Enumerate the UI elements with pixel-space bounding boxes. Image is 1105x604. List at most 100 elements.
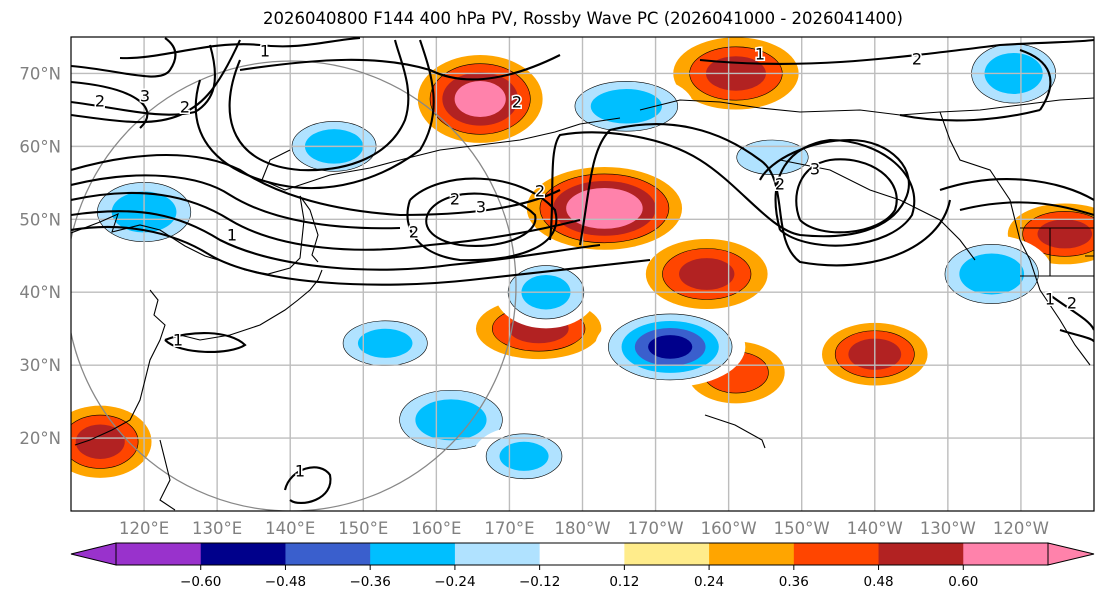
coastline xyxy=(1020,227,1094,277)
anomaly-level-0.6 xyxy=(579,194,630,222)
anomaly-level-0.36 xyxy=(590,89,662,124)
coastline xyxy=(179,269,323,341)
x-tick-label: 150°E xyxy=(338,519,388,538)
contour-label: 2 xyxy=(912,50,922,69)
x-axis-ticks: 120°E 130°E 140°E 150°E 160°E 170°E 180°W 170°W… xyxy=(119,519,1049,538)
colorbar-outline xyxy=(115,542,1049,566)
anomaly-level-0.36 xyxy=(499,441,549,471)
pv-contour-line xyxy=(119,37,361,60)
colorbar-segment xyxy=(793,543,880,565)
x-tick-label: 160°E xyxy=(411,519,461,538)
contour-label: 3 xyxy=(140,87,150,106)
pv-contour-line xyxy=(194,39,435,190)
colorbar-segment xyxy=(624,543,710,565)
x-tick-label: 170°E xyxy=(484,519,534,538)
pv-contour-line xyxy=(899,49,1052,122)
x-tick-label: 150°W xyxy=(774,519,830,538)
y-tick-label: 70°N xyxy=(19,64,61,83)
anomaly-negative xyxy=(595,306,746,388)
anomaly-negative xyxy=(930,235,1053,313)
pv-contour-line xyxy=(939,178,1094,217)
anomaly-positive xyxy=(71,405,152,478)
colorbar-tick-label: 0.60 xyxy=(948,574,978,590)
anomaly-level-0.36 xyxy=(415,399,487,441)
contour-label: 1 xyxy=(227,226,237,245)
anomaly-level-0.24 xyxy=(736,139,809,175)
contour-label: 3 xyxy=(810,160,820,179)
colorbar-extend-max xyxy=(1047,542,1095,566)
anomaly-level-0.36 xyxy=(1037,219,1093,249)
pv-contour-line xyxy=(71,210,601,271)
pv-contour-line xyxy=(795,158,898,234)
pv-contour-line xyxy=(71,37,177,78)
contour-label: 1 xyxy=(1045,290,1055,309)
contour-label: 2 xyxy=(180,98,190,117)
pv-contour-line xyxy=(425,192,537,247)
anomaly-negative xyxy=(328,312,443,374)
colorbar-tick-label: 0.24 xyxy=(694,574,724,590)
y-axis-ticks: 70°N 60°N 50°N 40°N 30°N 20°N xyxy=(19,64,61,448)
anomaly-negative xyxy=(559,73,694,139)
y-tick-label: 30°N xyxy=(19,356,61,375)
colorbar-tick-label: 0.12 xyxy=(609,574,639,590)
x-tick-label: 170°W xyxy=(628,519,684,538)
colorbar-segment xyxy=(370,543,456,565)
coastline xyxy=(299,195,319,263)
map-frame xyxy=(70,36,1095,512)
contour-label: 1 xyxy=(173,331,183,350)
contour-label: 2 xyxy=(1067,294,1077,313)
colorbar: −0.60 −0.48 −0.36 −0.24 −0.12 0.12 0.24 0.36 0.4… xyxy=(70,542,1095,590)
pv-contour-line xyxy=(699,38,1094,66)
contour-label: 2 xyxy=(775,175,785,194)
contour-label: 3 xyxy=(476,198,486,217)
x-tick-label: 140°W xyxy=(847,519,903,538)
x-tick-label: 140°E xyxy=(265,519,315,538)
x-tick-label: 120°W xyxy=(993,519,1049,538)
pv-contour-line xyxy=(283,466,332,505)
highlight-circle xyxy=(71,60,517,511)
y-tick-label: 40°N xyxy=(19,283,61,302)
contour-label: 2 xyxy=(450,190,460,209)
colorbar-tick-label: −0.12 xyxy=(519,574,560,590)
x-tick-label: 160°W xyxy=(701,519,757,538)
coastline xyxy=(639,97,1094,116)
anomaly-level-0.36 xyxy=(357,328,413,358)
pv-contour-line xyxy=(774,138,916,247)
anomaly-level-0.36 xyxy=(75,424,125,459)
anomaly-negative xyxy=(718,131,827,184)
chart-title: 2026040800 F144 400 hPa PV, Rossby Wave … xyxy=(263,9,903,28)
gridlines xyxy=(71,37,1094,511)
colorbar-segment xyxy=(539,543,625,565)
pv-contour-line xyxy=(71,174,401,230)
coastline xyxy=(71,195,305,275)
pv-contour-line xyxy=(71,191,581,251)
contour-label: 1 xyxy=(295,462,305,481)
colorbar-tick-label: −0.24 xyxy=(434,574,475,590)
coastlines xyxy=(71,97,1094,511)
pv-contour-line xyxy=(71,39,241,124)
pv-contour-line xyxy=(239,54,561,81)
colorbar-extend-min xyxy=(70,542,117,566)
coastline xyxy=(779,159,976,261)
pv-contour-line xyxy=(406,177,558,262)
y-tick-label: 20°N xyxy=(19,429,61,448)
coastline xyxy=(159,439,176,511)
contour-label: 2 xyxy=(95,92,105,111)
coastline xyxy=(939,111,1091,366)
pv-contour-line xyxy=(228,39,410,172)
anomaly-level-0.36 xyxy=(679,258,735,290)
y-tick-label: 60°N xyxy=(19,137,61,156)
colorbar-segment xyxy=(454,543,541,565)
x-tick-label: 120°E xyxy=(119,519,169,538)
colorbar-segment xyxy=(963,543,1049,565)
contour-label: 1 xyxy=(260,42,270,61)
contour-label: 1 xyxy=(755,45,765,64)
x-tick-label: 130°W xyxy=(920,519,976,538)
colorbar-tick-label: −0.36 xyxy=(349,574,390,590)
x-tick-label: 180°W xyxy=(554,519,610,538)
colorbar-tick-label: −0.48 xyxy=(265,574,306,590)
colorbar-tick-label: 0.36 xyxy=(779,574,809,590)
pv-contour-line xyxy=(578,123,952,267)
